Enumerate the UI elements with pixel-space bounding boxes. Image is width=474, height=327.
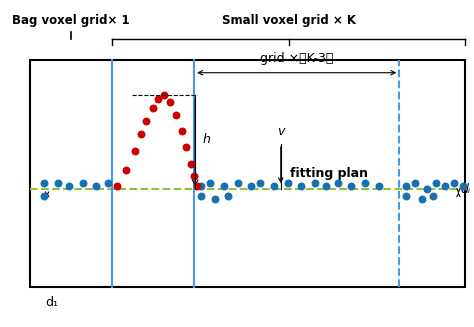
Point <box>40 193 48 198</box>
Point <box>247 183 255 189</box>
Point <box>178 129 186 134</box>
Point <box>104 180 111 185</box>
Point <box>154 96 162 101</box>
Text: v: v <box>277 125 284 138</box>
Point <box>92 183 100 189</box>
Point <box>172 112 180 117</box>
Point <box>113 183 120 189</box>
Point <box>166 99 174 105</box>
Point <box>149 106 157 111</box>
Point <box>79 180 86 185</box>
Point <box>411 180 419 185</box>
Point <box>298 183 305 189</box>
Point <box>432 180 439 185</box>
Point <box>122 167 130 173</box>
Point <box>40 180 48 185</box>
Point <box>284 180 292 185</box>
Point <box>429 193 437 198</box>
Point <box>418 197 426 202</box>
Text: Small voxel grid × K: Small voxel grid × K <box>222 14 356 27</box>
Point <box>402 193 410 198</box>
Point <box>197 183 205 189</box>
Point <box>423 187 430 192</box>
Point <box>256 180 264 185</box>
Point <box>193 183 201 189</box>
Point <box>311 180 319 185</box>
Bar <box>30 60 465 287</box>
Point <box>270 183 278 189</box>
Point <box>197 193 205 198</box>
Point <box>182 145 190 150</box>
Point <box>450 180 458 185</box>
Text: grid ×（K-3）: grid ×（K-3） <box>260 52 333 65</box>
Point <box>65 183 73 189</box>
Point <box>334 180 341 185</box>
Point <box>220 183 228 189</box>
Point <box>143 119 150 124</box>
Point <box>234 180 241 185</box>
Point <box>361 180 369 185</box>
Point <box>441 183 448 189</box>
Point <box>54 180 61 185</box>
Point <box>206 180 214 185</box>
Point <box>160 93 167 98</box>
Point <box>131 148 139 153</box>
Point <box>137 132 145 137</box>
Text: fitting plan: fitting plan <box>290 167 368 180</box>
Point <box>459 183 467 189</box>
Point <box>191 174 198 179</box>
Point <box>211 197 219 202</box>
Text: dᵢ: dᵢ <box>461 183 471 196</box>
Text: Bag voxel grid× 1: Bag voxel grid× 1 <box>12 14 130 27</box>
Point <box>225 193 232 198</box>
Point <box>322 183 330 189</box>
Text: d₁: d₁ <box>45 297 58 309</box>
Point <box>187 161 195 166</box>
Text: h: h <box>202 133 210 146</box>
Point <box>347 183 355 189</box>
Point <box>375 183 383 189</box>
Point <box>402 183 410 189</box>
